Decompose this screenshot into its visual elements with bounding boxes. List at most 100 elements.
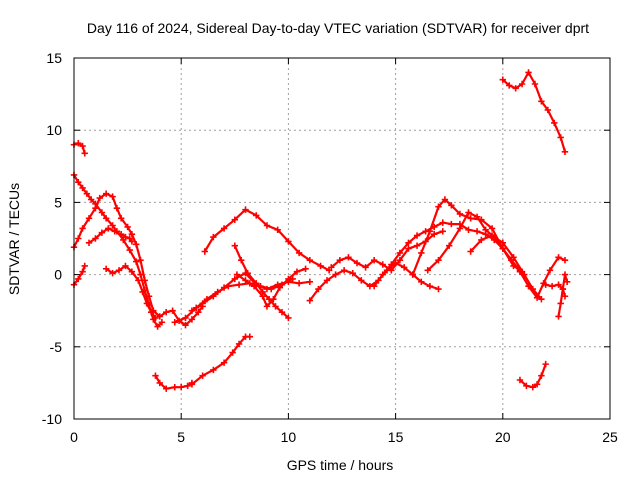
data-point [533,381,541,388]
x-tick-label: 5 [177,429,185,445]
data-point [302,265,309,273]
data-point [274,226,281,234]
data-point [388,261,395,268]
data-point [467,215,474,222]
data-point [548,282,556,290]
x-tick-labels: 0 5 10 15 20 25 [70,429,618,445]
data-point [555,254,562,261]
data-point [231,216,238,223]
data-point [561,148,569,156]
series-arc-m [233,265,309,310]
data-point [340,267,348,274]
data-point [332,271,339,278]
data-point [102,215,110,222]
data-point [195,308,202,316]
series-arc-l [231,242,292,322]
data-point [546,267,554,274]
data-point [370,256,378,264]
data-point [220,359,228,366]
data-point [396,256,404,264]
data-point [439,219,446,226]
data-point [358,277,365,284]
data-point [538,372,545,379]
data-point [188,316,196,323]
series-arc-i [201,206,333,274]
x-tick-label: 0 [70,429,78,445]
data-point [323,277,331,284]
data-point [506,82,513,89]
data-point [396,249,404,257]
data-point [482,226,489,234]
series-arc-s [467,232,545,303]
data-point [233,271,241,278]
data-point [158,319,166,326]
data-point [370,282,378,290]
y-tick-label: -10 [42,411,62,427]
plot-frame [73,57,611,420]
data-point [516,376,524,384]
data-point [456,225,464,232]
data-point [315,285,322,293]
data-point [512,85,519,92]
series-arc-e [85,225,136,247]
data-point [478,236,485,244]
data-point [81,150,88,157]
y-tick-label: 5 [54,194,62,210]
data-point [270,295,277,303]
y-axis-title: SDTVAR / TECUs [6,183,22,295]
x-tick-label: 25 [602,429,618,445]
data-point [259,293,266,300]
data-point [242,206,249,213]
data-point [435,256,442,264]
data-point [109,222,116,229]
data-point [79,268,86,275]
data-point [306,256,314,264]
data-point [111,228,118,235]
data-point [263,222,271,229]
data-point [102,190,110,197]
data-point [362,264,369,271]
x-tick-label: 20 [495,429,511,445]
data-point [465,226,472,234]
data-point [561,256,569,264]
data-point [379,261,386,268]
data-point [139,288,146,296]
data-point [473,213,481,221]
data-point [430,230,438,238]
axis-ticks [73,57,611,420]
data-point [132,258,140,265]
series-line [72,264,86,286]
data-point [424,267,431,274]
data-point [521,271,528,278]
data-point [542,360,549,368]
data-point [295,280,303,287]
data-point [171,384,178,391]
data-point [242,277,249,284]
data-point [555,281,562,288]
data-point [409,271,416,278]
data-point [426,228,434,235]
data-point [557,300,564,307]
data-point [128,230,136,238]
data-point [557,134,564,141]
data-point [109,269,116,277]
data-point [143,300,151,307]
data-point [488,225,496,232]
series-arc-h [188,333,254,388]
data-point [295,249,303,257]
data-point [448,202,455,209]
data-point [529,285,537,293]
data-point [473,228,481,235]
data-point [79,225,86,232]
data-point [542,281,549,288]
series-arc-f [102,262,159,322]
data-point [182,314,189,322]
data-point [75,178,82,186]
y-tick-label: 10 [46,122,62,138]
data-point [441,196,449,203]
data-point [538,98,545,105]
data-point [544,106,552,114]
data-point [426,282,434,290]
data-point [253,212,260,219]
chart-title: Day 116 of 2024, Sidereal Day-to-day VTE… [87,20,589,36]
